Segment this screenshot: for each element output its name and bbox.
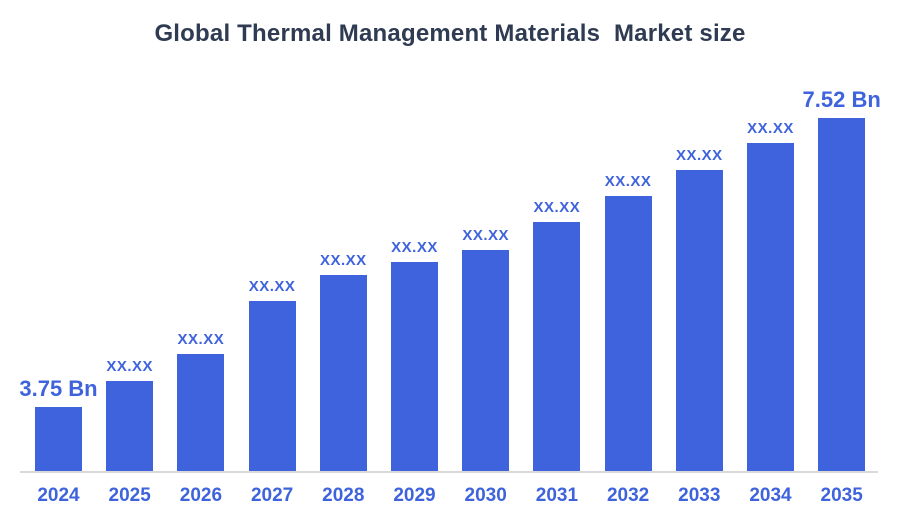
bar-group-2035: 7.52 Bn 2035 xyxy=(803,87,881,506)
x-axis-label-2027: 2027 xyxy=(250,485,294,506)
bar-group-2027: XX.XX 2027 xyxy=(248,278,296,506)
bar-2027 xyxy=(248,301,296,471)
x-axis-label-2034: 2034 xyxy=(749,485,792,506)
bar-value-placeholder-2032: XX.XX xyxy=(604,173,652,190)
x-axis-label-2031: 2031 xyxy=(535,485,579,506)
x-axis-label-2028: 2028 xyxy=(322,485,365,506)
x-axis-label-2025: 2025 xyxy=(108,485,151,506)
bar-group-2030: XX.XX 2030 xyxy=(462,227,510,506)
bar-2032 xyxy=(604,196,652,471)
x-axis-label-2024: 2024 xyxy=(37,485,80,506)
bar-group-2031: XX.XX 2031 xyxy=(533,199,581,506)
x-axis-label-2026: 2026 xyxy=(179,485,223,506)
bar-2031 xyxy=(533,222,581,471)
bar-value-placeholder-2025: XX.XX xyxy=(106,358,154,375)
bar-group-2029: XX.XX 2029 xyxy=(391,239,438,506)
x-axis-label-2033: 2033 xyxy=(678,485,721,506)
bar-value-placeholder-2028: XX.XX xyxy=(319,252,367,269)
bar-group-2028: XX.XX 2028 xyxy=(319,252,367,506)
bar-2026 xyxy=(177,354,225,471)
bar-value-placeholder-2027: XX.XX xyxy=(248,278,296,295)
bar-value-placeholder-2030: XX.XX xyxy=(462,227,510,244)
bar-2033 xyxy=(675,170,723,471)
bar-value-placeholder-2031: XX.XX xyxy=(533,199,581,216)
bar-value-label-2035: 7.52 Bn xyxy=(802,87,881,112)
x-axis-label-2030: 2030 xyxy=(464,485,507,506)
bar-value-placeholder-2026: XX.XX xyxy=(177,331,225,348)
x-axis-label-2035: 2035 xyxy=(820,485,863,506)
bar-group-2026: XX.XX 2026 xyxy=(177,331,225,506)
bar-2028 xyxy=(319,275,367,471)
bar-group-2033: XX.XX 2033 xyxy=(675,147,723,506)
bar-value-placeholder-2029: XX.XX xyxy=(391,239,438,256)
chart-title: Global Thermal Management Materials Mark… xyxy=(154,20,746,47)
x-axis-line xyxy=(20,471,878,473)
bar-2024 xyxy=(35,407,82,471)
bar-2030 xyxy=(462,250,510,471)
bar-group-2032: XX.XX 2032 xyxy=(604,173,652,506)
bar-group-2024: 3.75 Bn 2024 xyxy=(19,376,97,506)
x-axis-label-2032: 2032 xyxy=(606,485,650,506)
bar-value-placeholder-2034: XX.XX xyxy=(747,120,794,137)
bar-group-2034: XX.XX 2034 xyxy=(747,120,794,506)
bar-value-label-2024: 3.75 Bn xyxy=(19,376,98,401)
bar-2025 xyxy=(106,381,154,471)
bar-2034 xyxy=(747,143,794,471)
bar-value-placeholder-2033: XX.XX xyxy=(675,147,723,164)
bar-2035 xyxy=(818,118,866,471)
x-axis-label-2029: 2029 xyxy=(393,485,436,506)
bar-2029 xyxy=(391,262,438,471)
bar-group-2025: XX.XX 2025 xyxy=(106,358,154,506)
